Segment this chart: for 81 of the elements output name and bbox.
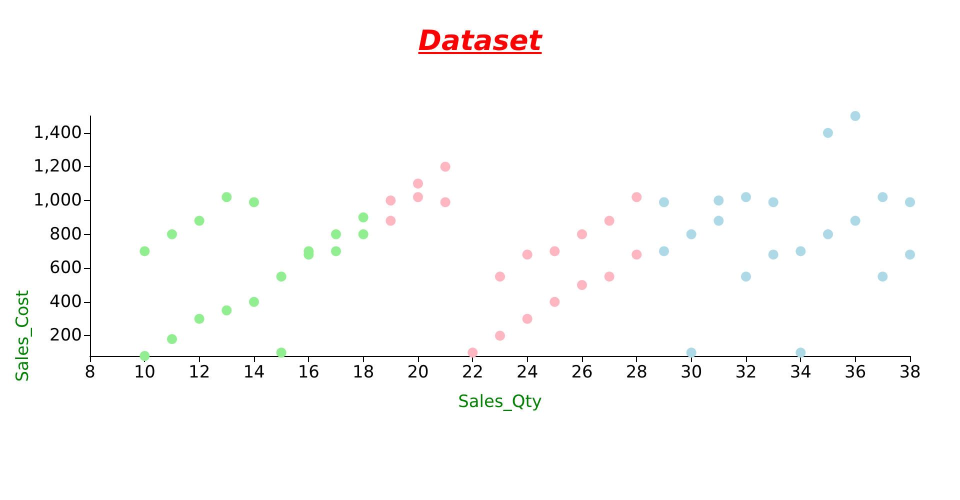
point: [249, 197, 259, 208]
point: [167, 334, 177, 344]
point: [632, 192, 642, 202]
point: [686, 348, 696, 358]
point: [331, 229, 341, 240]
point: [878, 192, 888, 202]
y-tick-label: 1,200: [33, 156, 82, 177]
point: [222, 305, 232, 316]
x-tick-label: 26: [571, 362, 593, 382]
point: [331, 246, 341, 256]
y-axis-title: Sales_Cost: [13, 290, 33, 382]
x-tick-label: 34: [790, 362, 812, 382]
point: [222, 192, 232, 202]
point: [495, 272, 505, 282]
x-tick-label: 20: [407, 362, 429, 382]
y-tick-label: 1,000: [33, 190, 82, 211]
point: [140, 351, 150, 361]
point: [823, 229, 833, 240]
x-tick-label: 30: [680, 362, 702, 382]
point: [194, 314, 204, 324]
point: [878, 272, 888, 282]
point: [768, 197, 778, 208]
point: [714, 196, 724, 206]
point: [741, 192, 751, 202]
x-tick-label: 14: [243, 362, 265, 382]
point: [276, 348, 286, 358]
point: [194, 216, 204, 226]
point: [386, 216, 396, 226]
chart-title: Dataset: [418, 24, 542, 57]
y-tick-label: 400: [50, 292, 82, 312]
point: [249, 296, 259, 307]
point: [577, 229, 587, 240]
point: [358, 229, 368, 240]
point: [522, 250, 532, 260]
x-tick-label: 10: [134, 362, 156, 382]
x-tick-label: 24: [516, 362, 538, 382]
point: [768, 250, 778, 260]
x-tick-label: 32: [735, 362, 757, 382]
y-tick-label: 600: [50, 258, 82, 278]
x-tick-label: 12: [188, 362, 210, 382]
x-tick-label: 8: [84, 362, 96, 382]
x-tick-label: 28: [626, 362, 648, 382]
y-tick-label: 1,400: [33, 122, 82, 143]
point: [823, 128, 833, 138]
point: [413, 178, 423, 189]
point: [577, 280, 587, 290]
y-tick-label: 800: [50, 224, 82, 244]
point: [468, 348, 478, 358]
point: [358, 212, 368, 222]
point: [604, 216, 614, 226]
point: [495, 330, 505, 341]
point: [905, 197, 915, 208]
point: [905, 250, 915, 260]
x-tick-label: 18: [352, 362, 374, 382]
point: [632, 250, 642, 260]
point: [140, 246, 150, 256]
point: [550, 246, 560, 256]
point: [167, 229, 177, 240]
point: [386, 196, 396, 206]
point: [550, 296, 560, 307]
point: [276, 272, 286, 282]
point: [850, 111, 860, 121]
point: [850, 216, 860, 226]
x-tick-label: 36: [844, 362, 866, 382]
point: [714, 216, 724, 226]
point: [604, 272, 614, 282]
y-tick-label: 200: [50, 326, 82, 346]
point: [796, 348, 806, 358]
point: [522, 314, 532, 324]
x-tick-label: 16: [298, 362, 320, 382]
point: [440, 197, 450, 208]
x-axis-title: Sales_Qty: [458, 392, 542, 412]
x-tick-label: 38: [899, 362, 921, 382]
point: [741, 272, 751, 282]
point: [686, 229, 696, 240]
point: [796, 246, 806, 256]
point: [659, 197, 669, 208]
point: [413, 192, 423, 202]
point: [659, 246, 669, 256]
x-tick-label: 22: [462, 362, 484, 382]
point: [440, 162, 450, 172]
